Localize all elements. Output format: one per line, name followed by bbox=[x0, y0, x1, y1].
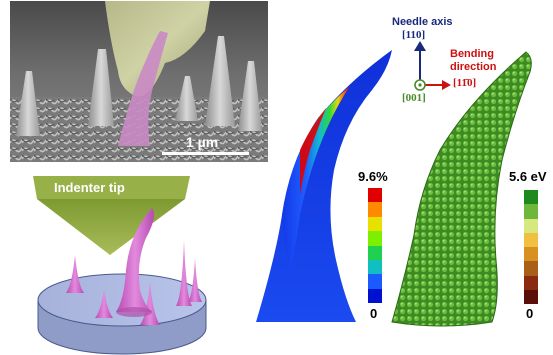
bending-direction: [11̄0] bbox=[453, 77, 477, 89]
indenter-body bbox=[33, 176, 190, 199]
strain-colorbar-segment bbox=[368, 245, 382, 260]
energy-colorbar bbox=[524, 190, 538, 304]
energy-colorbar-min: 0 bbox=[526, 306, 534, 321]
needle bbox=[188, 258, 202, 302]
indenter-tip bbox=[37, 199, 185, 255]
scale-bar bbox=[162, 152, 249, 155]
energy-colorbar-segment bbox=[524, 275, 538, 290]
strain-colorbar-segment bbox=[368, 288, 382, 303]
out-of-plane-symbol bbox=[414, 79, 426, 91]
sem-needle bbox=[175, 76, 198, 121]
needle-axis-direction: [110] bbox=[402, 29, 426, 41]
strain-colorbar-min: 0 bbox=[370, 306, 378, 321]
bending-label-line2: direction bbox=[450, 61, 497, 73]
bending-label-line1: Bending bbox=[450, 48, 494, 60]
strain-colorbar-segment bbox=[368, 216, 382, 232]
needle bbox=[66, 255, 84, 293]
energy-colorbar-segment bbox=[524, 261, 538, 276]
sem-needle bbox=[88, 49, 114, 126]
strain-colorbar-segment bbox=[368, 259, 382, 275]
energy-colorbar-max: 5.6 eV bbox=[509, 169, 547, 184]
strain-colorbar-segment bbox=[368, 274, 382, 289]
strain-colorbar-segment bbox=[368, 231, 382, 246]
energy-colorbar-segment bbox=[524, 289, 538, 304]
sem-needle bbox=[16, 71, 40, 136]
indentation-schematic bbox=[33, 176, 207, 355]
energy-colorbar-segment bbox=[524, 204, 538, 219]
energy-colorbar-segment bbox=[524, 247, 538, 262]
energy-colorbar-segment bbox=[524, 190, 538, 205]
bent-needle bbox=[116, 208, 154, 312]
scale-bar-label: 1 µm bbox=[186, 134, 219, 150]
strain-colorbar-segment bbox=[368, 202, 382, 217]
strain-colorbar bbox=[368, 188, 382, 303]
needle-axis-label: Needle axis bbox=[392, 16, 453, 28]
needle bbox=[95, 290, 113, 318]
energy-colorbar-segment bbox=[524, 232, 538, 247]
strain-colorbar-segment bbox=[368, 188, 382, 203]
sem-needle bbox=[205, 36, 235, 126]
strain-colorbar-max: 9.6% bbox=[358, 169, 388, 184]
out-of-plane-direction: [001] bbox=[402, 92, 426, 104]
energy-colorbar-segment bbox=[524, 218, 538, 233]
sem-bent-needle bbox=[118, 31, 168, 146]
needle bbox=[176, 240, 192, 306]
indenter-tip-label: Indenter tip bbox=[54, 180, 125, 195]
